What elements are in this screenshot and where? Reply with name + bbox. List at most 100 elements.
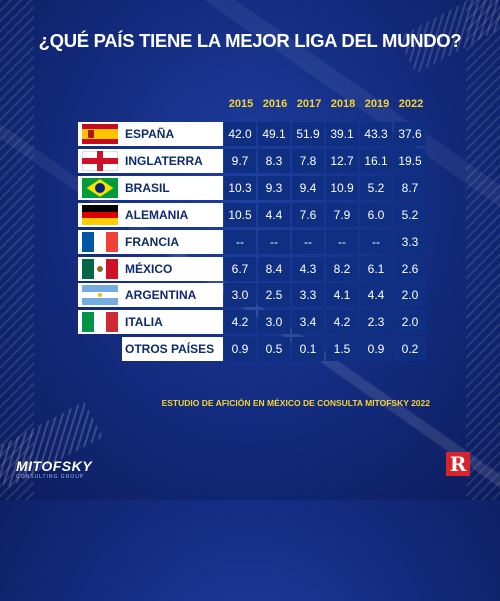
value-cell: 8.7: [394, 175, 426, 200]
flag-england-icon: [82, 150, 118, 171]
value-cell: 3.0: [258, 310, 290, 335]
table-row: ARGENTINA 3.0 2.5 3.3 4.1 4.4 2.0: [0, 283, 500, 308]
value-cell: 5.2: [394, 202, 426, 227]
table-row: BRASIL 10.3 9.3 9.4 10.9 5.2 8.7: [0, 175, 500, 200]
value-cell: 10.3: [224, 175, 256, 200]
country-label: ARGENTINA: [122, 283, 223, 308]
value-cell: 9.4: [292, 175, 324, 200]
value-cells: 0.9 0.5 0.1 1.5 0.9 0.2: [224, 337, 426, 362]
mitofsky-logo: MITOFSKY: [16, 458, 93, 474]
country-label: ESPAÑA: [122, 122, 223, 146]
year-label: 2018: [330, 98, 356, 110]
flag-cell: [78, 122, 122, 146]
value-cell: 3.3: [292, 283, 324, 308]
value-cell: 16.1: [360, 148, 392, 173]
value-cell: --: [224, 229, 256, 254]
value-cell: 12.7: [326, 148, 358, 173]
value-cell: 3.3: [394, 229, 426, 254]
value-cell: 7.6: [292, 202, 324, 227]
country-label: ALEMANIA: [122, 202, 223, 227]
flag-cell: [78, 283, 122, 308]
value-cell: 7.8: [292, 148, 324, 173]
value-cell: 19.5: [394, 148, 426, 173]
value-cell: 51.9: [292, 122, 324, 146]
value-cells: 10.3 9.3 9.4 10.9 5.2 8.7: [224, 175, 426, 200]
table-row: MÉXICO 6.7 8.4 4.3 8.2 6.1 2.6: [0, 256, 500, 281]
value-cell: 8.2: [326, 256, 358, 281]
flag-cell: [78, 148, 122, 173]
year-label: 2019: [364, 98, 390, 110]
source-note: ESTUDIO DE AFICIÓN EN MÉXICO DE CONSULTA…: [161, 398, 430, 408]
value-cell: --: [258, 229, 290, 254]
value-cell: --: [326, 229, 358, 254]
value-cell: 2.6: [394, 256, 426, 281]
flag-brazil-icon: [82, 177, 118, 198]
table-row: ESPAÑA 42.0 49.1 51.9 39.1 43.3 37.6: [0, 122, 500, 146]
flag-italy-icon: [82, 312, 118, 333]
value-cell: 0.5: [258, 337, 290, 362]
value-cell: 4.2: [326, 310, 358, 335]
value-cell: 3.4: [292, 310, 324, 335]
country-label: INGLATERRA: [122, 148, 223, 173]
value-cell: --: [292, 229, 324, 254]
year-label: 2022: [398, 98, 424, 110]
year-header: 2015 2016 2017 2018 2019 2022: [224, 98, 428, 110]
value-cell: 10.5: [224, 202, 256, 227]
flag-mexico-icon: [82, 258, 118, 279]
value-cell: 2.0: [394, 310, 426, 335]
flag-cell: [78, 229, 122, 254]
flag-argentina-icon: [82, 285, 118, 306]
value-cell: 4.3: [292, 256, 324, 281]
value-cell: 0.9: [224, 337, 256, 362]
edge-pattern: [466, 0, 500, 500]
value-cell: 43.3: [360, 122, 392, 146]
value-cell: 49.1: [258, 122, 290, 146]
record-logo: R: [446, 452, 470, 476]
value-cells: 3.0 2.5 3.3 4.1 4.4 2.0: [224, 283, 426, 308]
value-cells: 6.7 8.4 4.3 8.2 6.1 2.6: [224, 256, 426, 281]
edge-pattern: [0, 0, 34, 500]
value-cell: 4.4: [360, 283, 392, 308]
value-cell: 2.0: [394, 283, 426, 308]
flag-cell: [78, 202, 122, 227]
country-label: FRANCIA: [122, 229, 223, 254]
value-cell: 4.4: [258, 202, 290, 227]
table-row: ITALIA 4.2 3.0 3.4 4.2 2.3 2.0: [0, 310, 500, 335]
value-cells: -- -- -- -- -- 3.3: [224, 229, 426, 254]
value-cells: 9.7 8.3 7.8 12.7 16.1 19.5: [224, 148, 426, 173]
value-cell: 8.4: [258, 256, 290, 281]
country-label: ITALIA: [122, 310, 223, 335]
value-cell: 7.9: [326, 202, 358, 227]
value-cell: 39.1: [326, 122, 358, 146]
chart-title: ¿QUÉ PAÍS TIENE LA MEJOR LIGA DEL MUNDO?: [38, 30, 462, 51]
value-cell: 2.5: [258, 283, 290, 308]
country-label: MÉXICO: [122, 256, 223, 281]
value-cells: 4.2 3.0 3.4 4.2 2.3 2.0: [224, 310, 426, 335]
value-cell: 3.0: [224, 283, 256, 308]
value-cell: --: [360, 229, 392, 254]
value-cell: 5.2: [360, 175, 392, 200]
year-label: 2015: [228, 98, 254, 110]
table-row: INGLATERRA 9.7 8.3 7.8 12.7 16.1 19.5: [0, 148, 500, 173]
value-cells: 42.0 49.1 51.9 39.1 43.3 37.6: [224, 122, 426, 146]
mitofsky-logo-subtitle: CONSULTING GROUP: [16, 474, 85, 480]
year-label: 2017: [296, 98, 322, 110]
value-cell: 6.1: [360, 256, 392, 281]
table-row: FRANCIA -- -- -- -- -- 3.3: [0, 229, 500, 254]
value-cell: 4.2: [224, 310, 256, 335]
value-cell: 4.1: [326, 283, 358, 308]
value-cell: 9.3: [258, 175, 290, 200]
flag-germany-icon: [82, 204, 118, 225]
value-cell: 2.3: [360, 310, 392, 335]
country-label: BRASIL: [122, 175, 223, 200]
value-cells: 10.5 4.4 7.6 7.9 6.0 5.2: [224, 202, 426, 227]
country-label: OTROS PAÍSES: [122, 337, 223, 362]
flag-cell: [78, 256, 122, 281]
flag-cell: [78, 175, 122, 200]
flag-france-icon: [82, 231, 118, 252]
table-row: ALEMANIA 10.5 4.4 7.6 7.9 6.0 5.2: [0, 202, 500, 227]
value-cell: 6.0: [360, 202, 392, 227]
value-cell: 6.7: [224, 256, 256, 281]
flag-spain-icon: [82, 124, 118, 144]
value-cell: 0.2: [394, 337, 426, 362]
